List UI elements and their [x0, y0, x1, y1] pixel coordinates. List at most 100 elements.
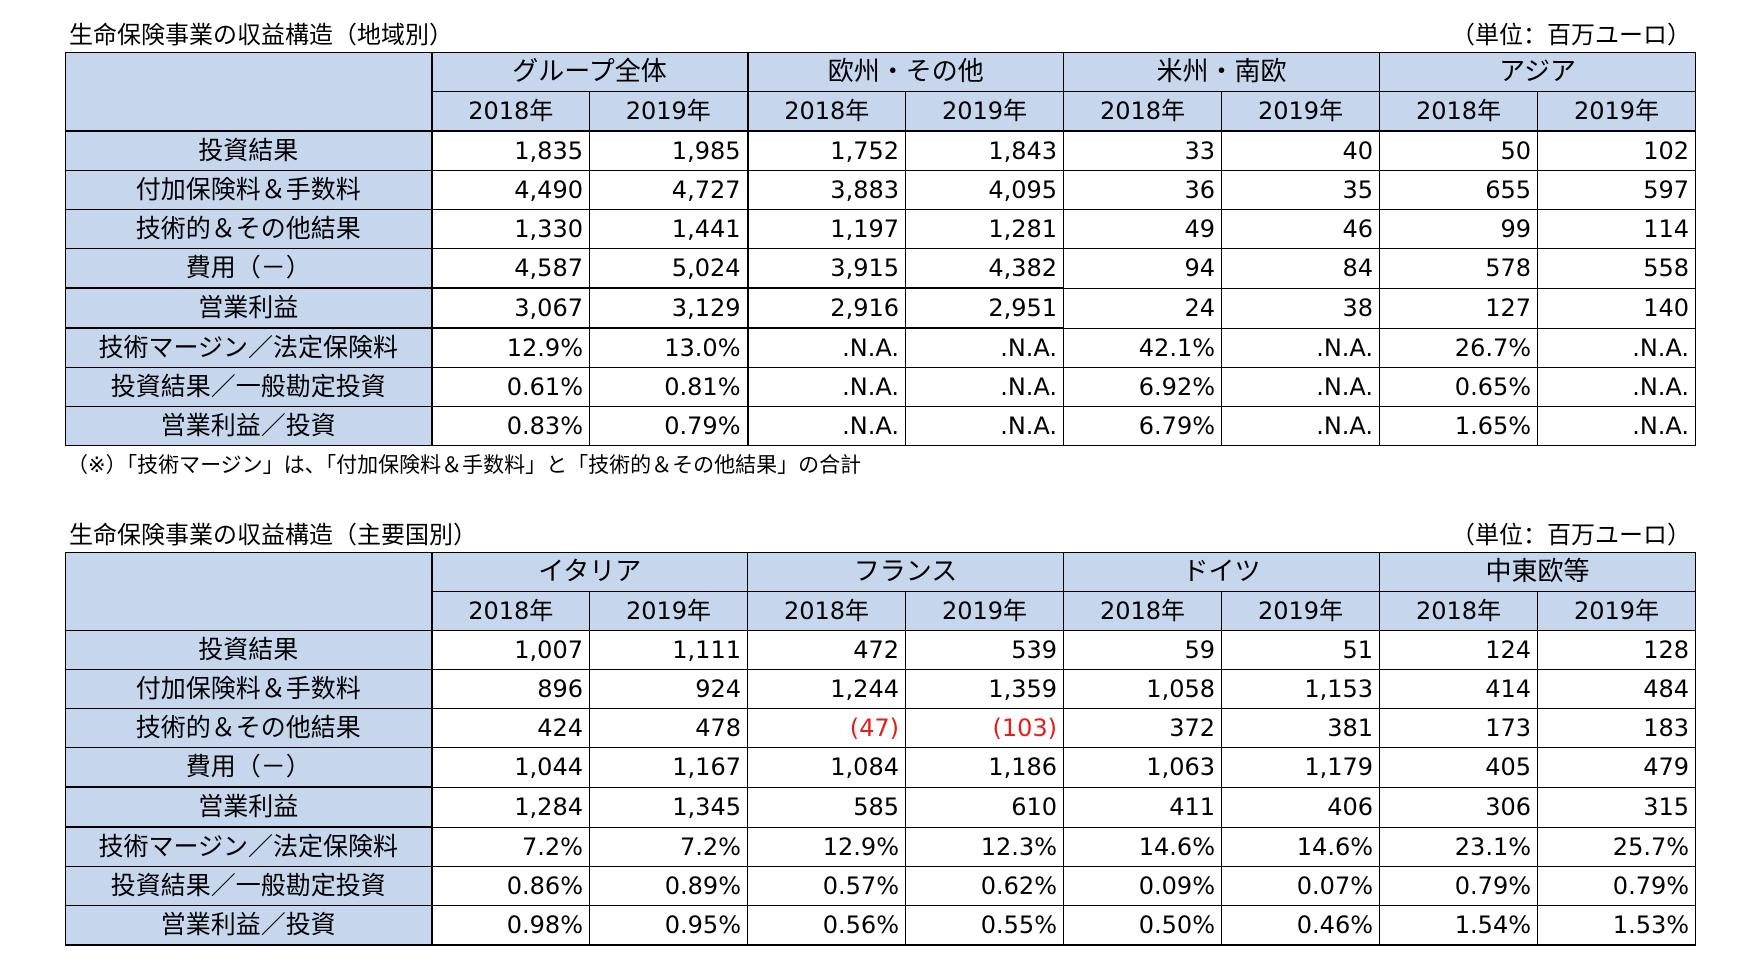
data-cell: 0.56% [747, 905, 906, 946]
data-cell: 1.65% [1379, 406, 1539, 446]
row-label: 投資結果 [65, 630, 433, 670]
data-cell: 4,727 [588, 170, 749, 210]
data-cell: .N.A. [1221, 406, 1381, 446]
data-cell: 0.57% [747, 866, 906, 906]
row-label: 営業利益 [65, 786, 433, 828]
data-cell: 1,441 [588, 209, 749, 249]
footnote: （※）「技術マージン」は、「付加保険料＆手数料」と「技術的＆その他結果」の合計 [67, 453, 862, 477]
data-cell: .N.A. [905, 406, 1065, 446]
data-cell: 99 [1379, 209, 1539, 249]
data-cell: 3,129 [588, 287, 749, 329]
table-row: 技術的＆その他結果 424 478 (47) (103) 372 381 173… [65, 708, 1697, 748]
year-header: 2019年 [1221, 91, 1381, 132]
data-cell: 14.6% [1221, 826, 1381, 867]
row-label: 技術的＆その他結果 [65, 708, 433, 748]
regional-caption-row: 生命保険事業の収益構造（地域別） （単位：百万ユーロ） [65, 18, 1695, 52]
year-header: 2019年 [904, 591, 1065, 631]
corner-cell [65, 52, 433, 132]
data-cell: 372 [1063, 708, 1223, 748]
data-cell: 0.62% [904, 866, 1065, 906]
data-cell: .N.A. [747, 327, 907, 368]
data-cell: .N.A. [1221, 327, 1381, 368]
row-label: 営業利益／投資 [65, 406, 433, 446]
data-cell: 0.89% [589, 866, 748, 906]
data-cell: 1,111 [589, 630, 748, 670]
data-cell: 1,985 [588, 130, 749, 171]
data-cell: 128 [1537, 630, 1697, 670]
table-row: 費用（－） 1,044 1,167 1,084 1,186 1,063 1,17… [65, 747, 1697, 788]
table-row: 投資結果 1,835 1,985 1,752 1,843 33 40 50 10… [65, 130, 1697, 171]
data-cell: 0.79% [1537, 866, 1697, 906]
data-cell: 896 [431, 669, 590, 709]
data-cell: 578 [1379, 248, 1539, 289]
data-cell: 114 [1537, 209, 1697, 249]
year-header: 2018年 [431, 591, 590, 631]
country-table-title: 生命保険事業の収益構造（主要国別） [69, 521, 477, 549]
table-row: 付加保険料＆手数料 896 924 1,244 1,359 1,058 1,15… [65, 669, 1697, 709]
data-cell: 12.9% [747, 826, 906, 867]
row-label: 営業利益 [65, 287, 433, 329]
table-row: 技術マージン／法定保険料 12.9% 13.0% .N.A. .N.A. 42.… [65, 327, 1697, 368]
row-label: 技術マージン／法定保険料 [65, 327, 433, 368]
data-cell: 7.2% [431, 826, 590, 867]
data-cell: 12.3% [904, 826, 1065, 867]
data-cell: 26.7% [1379, 327, 1539, 368]
data-cell: 924 [589, 669, 748, 709]
data-cell: 1,359 [904, 669, 1065, 709]
table-row: 営業利益 3,067 3,129 2,916 2,951 24 38 127 1… [65, 287, 1697, 329]
row-label: 費用（－） [65, 248, 433, 289]
group-header: ドイツ [1063, 552, 1381, 592]
table-row: 付加保険料＆手数料 4,490 4,727 3,883 4,095 36 35 … [65, 170, 1697, 210]
group-header-row: イタリア フランス ドイツ 中東欧等 [65, 552, 1697, 631]
group-header: グループ全体 [430, 52, 749, 92]
data-cell: .N.A. [1537, 367, 1697, 407]
group-header: 米州・南欧 [1063, 52, 1381, 92]
data-cell: 472 [747, 630, 906, 670]
data-cell: 94 [1063, 248, 1223, 289]
data-cell: 610 [904, 786, 1065, 828]
data-cell: 1,179 [1221, 747, 1381, 788]
data-cell: 23.1% [1379, 826, 1539, 867]
data-cell: 1,186 [904, 747, 1065, 788]
table-row: 営業利益 1,284 1,345 585 610 411 406 306 315 [65, 786, 1697, 828]
data-cell: 102 [1537, 130, 1697, 171]
data-cell: 38 [1221, 287, 1381, 329]
year-header: 2018年 [1379, 591, 1539, 631]
data-cell: .N.A. [747, 367, 907, 407]
table-row: 営業利益／投資 0.98% 0.95% 0.56% 0.55% 0.50% 0.… [65, 905, 1697, 946]
row-label: 営業利益／投資 [65, 905, 433, 946]
group-header: フランス [746, 552, 1065, 592]
data-cell: 0.81% [588, 367, 749, 407]
year-header: 2018年 [1063, 591, 1223, 631]
data-cell: 124 [1379, 630, 1539, 670]
data-cell: 0.65% [1379, 367, 1539, 407]
data-cell: 1,084 [747, 747, 906, 788]
table-row: 投資結果／一般勘定投資 0.86% 0.89% 0.57% 0.62% 0.09… [65, 866, 1697, 906]
row-label: 付加保険料＆手数料 [65, 669, 433, 709]
data-cell: 59 [1063, 630, 1223, 670]
row-label: 付加保険料＆手数料 [65, 170, 433, 210]
data-cell: 306 [1379, 786, 1539, 828]
data-cell: 12.9% [431, 327, 590, 368]
data-cell: 0.83% [431, 406, 590, 446]
data-cell: 7.2% [589, 826, 748, 867]
regional-table-title: 生命保険事業の収益構造（地域別） [69, 21, 453, 49]
data-cell: 2,916 [747, 287, 907, 329]
data-cell: 0.50% [1063, 905, 1223, 946]
data-cell: 4,490 [431, 170, 590, 210]
data-cell: 2,951 [905, 287, 1065, 329]
data-cell: 0.95% [589, 905, 748, 946]
data-cell: 0.07% [1221, 866, 1381, 906]
row-label: 投資結果／一般勘定投資 [65, 866, 433, 906]
data-cell: .N.A. [1221, 367, 1381, 407]
data-cell: 1,330 [431, 209, 590, 249]
data-cell: 484 [1537, 669, 1697, 709]
year-header: 2019年 [588, 91, 749, 132]
year-header: 2019年 [1537, 591, 1697, 631]
data-cell: 1,281 [905, 209, 1065, 249]
data-cell: 1,153 [1221, 669, 1381, 709]
data-cell: 1,843 [905, 130, 1065, 171]
data-cell: 1,044 [431, 747, 590, 788]
table-row: 技術マージン／法定保険料 7.2% 7.2% 12.9% 12.3% 14.6%… [65, 826, 1697, 867]
data-cell: 655 [1379, 170, 1539, 210]
